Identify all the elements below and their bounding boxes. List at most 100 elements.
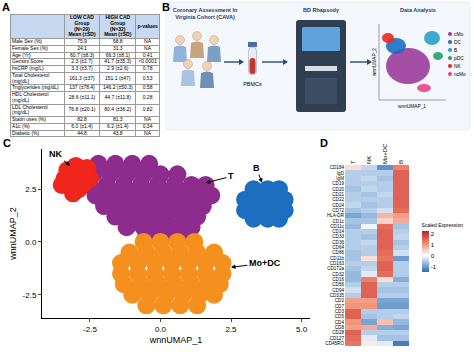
svg-text:CD11b: CD11b (330, 256, 344, 261)
svg-text:pDC: pDC (454, 56, 464, 61)
svg-text:NK: NK (366, 156, 372, 164)
svg-text:CD22: CD22 (332, 197, 344, 202)
svg-text:CD72: CD72 (332, 208, 344, 213)
svg-text:CD184: CD184 (330, 165, 345, 170)
svg-text:CD16: CD16 (332, 277, 344, 282)
svg-text:T: T (350, 160, 356, 164)
svg-text:5.0: 5.0 (296, 325, 308, 334)
html-text:2.3 (±2.7): 2.3 (±2.7) (71, 58, 93, 65)
svg-text:CD56: CD56 (332, 282, 344, 287)
svg-text:wnnUMAP_1: wnnUMAP_1 (149, 335, 203, 345)
svg-text:B: B (454, 48, 457, 53)
svg-text:CD1c: CD1c (333, 219, 345, 224)
html-text:Gensini Score: Gensini Score (12, 58, 44, 65)
svg-text:-1: -1 (431, 264, 437, 270)
html-text:0.53: 0.53 (142, 74, 153, 81)
svg-text:CD11c: CD11c (330, 224, 344, 229)
svg-text:A: A (2, 1, 10, 13)
svg-text:2: 2 (431, 231, 435, 237)
svg-text:wnnUMAP_2: wnnUMAP_2 (8, 207, 18, 261)
html-text:31.3: 31.3 (112, 44, 123, 51)
html-text:60.7 (±8.3): 60.7 (±8.3) (69, 51, 95, 58)
svg-text:CD4: CD4 (335, 320, 345, 325)
svg-text:CD45RO: CD45RO (325, 341, 344, 346)
html-text:Triglycerides (mg/dL): Triglycerides (mg/dL) (12, 84, 59, 91)
svg-text:CD2: CD2 (335, 298, 345, 303)
svg-text:CD7: CD7 (335, 304, 345, 309)
html-text:Age (Yr): Age (Yr) (12, 51, 31, 58)
svg-text:CD127: CD127 (330, 336, 345, 341)
svg-text:CD36: CD36 (332, 240, 344, 245)
svg-text:NK: NK (454, 64, 461, 69)
html-text:(N=32): (N=32) (110, 25, 126, 32)
svg-text:CD19: CD19 (332, 181, 344, 186)
svg-text:CD86: CD86 (332, 250, 344, 255)
svg-text:CD32: CD32 (332, 272, 344, 277)
svg-text:Scaled Expression: Scaled Expression (422, 222, 464, 228)
html-text:Total Cholesterol (mg/dL): Total Cholesterol (mg/dL) (12, 71, 50, 84)
svg-text:B: B (398, 160, 404, 164)
html-text:(N=29): (N=29) (74, 25, 90, 32)
svg-text:Virginia Cohort (CAVA): Virginia Cohort (CAVA) (175, 14, 235, 20)
svg-text:1: 1 (431, 242, 435, 248)
html-text:HDL Cholesterol (mg/dL): HDL Cholesterol (mg/dL) (12, 91, 49, 103)
html-text:0.41: 0.41 (142, 51, 153, 58)
html-text:24.1: 24.1 (77, 44, 87, 51)
svg-text:CD64: CD64 (332, 245, 344, 250)
svg-text:IgD: IgD (337, 171, 345, 176)
html-text:Group: Group (74, 19, 90, 26)
html-text:Mean (±SD): Mean (±SD) (104, 31, 132, 38)
svg-text:Mo+DC: Mo+DC (382, 143, 388, 164)
svg-text:NK: NK (49, 149, 62, 159)
html-text:Group: Group (110, 19, 126, 26)
html-text:NA: NA (144, 44, 151, 51)
svg-text:Mo+DC: Mo+DC (249, 258, 281, 268)
svg-text:CD21: CD21 (332, 192, 344, 197)
html-text:Mean (±SD): Mean (±SD) (68, 31, 96, 38)
svg-text:CD172a: CD172a (327, 266, 344, 271)
svg-text:BD Rhapsody: BD Rhapsody (303, 7, 340, 13)
svg-text:HLA-DR: HLA-DR (327, 213, 345, 218)
svg-text:DC: DC (454, 40, 461, 45)
svg-text:T: T (228, 171, 234, 181)
svg-text:Coronary Assessment In: Coronary Assessment In (173, 7, 238, 13)
svg-text:wnnUMAP_2: wnnUMAP_2 (372, 48, 377, 76)
svg-text:CD8: CD8 (335, 325, 345, 330)
svg-text:CD3: CD3 (335, 309, 345, 314)
svg-text:CD14: CD14 (332, 229, 344, 234)
svg-text:B: B (253, 163, 260, 173)
svg-text:CD20: CD20 (332, 187, 344, 192)
svg-text:CD33: CD33 (332, 234, 344, 239)
html-text:41.7 (±35.3): 41.7 (±35.3) (104, 58, 132, 65)
svg-text:0.0: 0.0 (25, 238, 37, 247)
svg-text:cMo: cMo (454, 32, 463, 37)
html-text:161.3 (±37): 161.3 (±37) (69, 74, 95, 81)
html-text:151.1 (±47): 151.1 (±47) (105, 74, 131, 81)
svg-text:B: B (162, 1, 170, 13)
html-text:LDL Cholesterol (mg/dL): LDL Cholesterol (mg/dL) (12, 103, 48, 116)
html-text:Female Sex (%): Female Sex (%) (12, 44, 48, 51)
svg-text:CD24: CD24 (332, 203, 344, 208)
html-text:66.3 (±8.1): 66.3 (±8.1) (105, 51, 130, 58)
svg-text:-2.5: -2.5 (83, 325, 97, 334)
html-text:<0.0001: <0.0001 (138, 58, 157, 65)
svg-text:IgM: IgM (336, 176, 344, 181)
svg-text:-2.5: -2.5 (23, 291, 37, 300)
svg-text:C: C (3, 137, 11, 149)
html-text:p-values: p-values (137, 22, 158, 29)
svg-text:2.5: 2.5 (25, 185, 37, 194)
svg-text:0.0: 0.0 (155, 325, 167, 334)
svg-text:CD335: CD335 (330, 293, 345, 298)
svg-text:2.5: 2.5 (225, 325, 237, 334)
svg-text:D: D (320, 137, 328, 149)
svg-text:CD28: CD28 (332, 330, 344, 335)
svg-text:wnnUMAP_1: wnnUMAP_1 (398, 104, 426, 109)
svg-text:CD163: CD163 (330, 261, 345, 266)
svg-text:ncMo: ncMo (454, 72, 466, 77)
svg-text:CD94: CD94 (332, 288, 344, 293)
svg-text:Data Analysis: Data Analysis (400, 7, 436, 13)
svg-text:CD5: CD5 (335, 314, 345, 319)
svg-text:PBMCs: PBMCs (243, 81, 262, 87)
html-text:137 (±78.4): 137 (±78.4) (69, 84, 95, 91)
svg-text:0: 0 (431, 253, 435, 259)
